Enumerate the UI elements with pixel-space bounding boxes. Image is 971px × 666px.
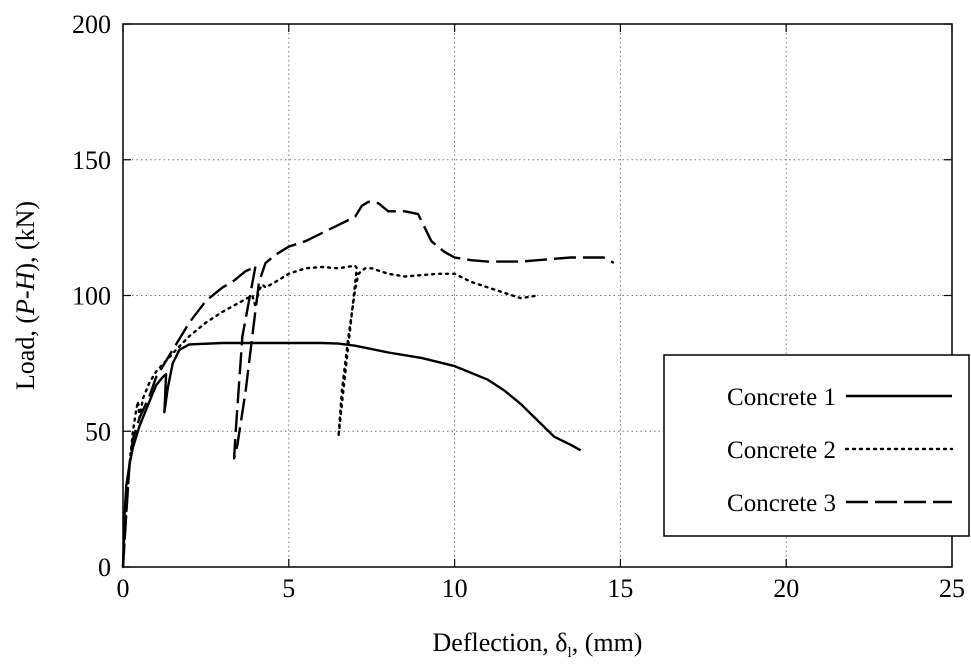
legend: Concrete 1 Concrete 2 Concrete 3 xyxy=(663,354,970,537)
legend-box xyxy=(663,354,970,537)
x-axis-title: Deflection, δl, (mm) xyxy=(433,628,643,661)
x-tick-label: 5 xyxy=(282,574,295,603)
y-tick-label: 100 xyxy=(72,282,111,311)
series-line-concrete-3 xyxy=(121,200,615,568)
x-tick-label: 20 xyxy=(773,574,799,603)
x-tick-label: 15 xyxy=(607,574,633,603)
axis-ticks: 0 5 10 15 20 25 0 50 100 150 200 xyxy=(72,10,965,603)
y-tick-label: 0 xyxy=(98,553,111,582)
x-tick-label: 0 xyxy=(117,574,130,603)
grid xyxy=(123,24,952,567)
y-tick-label: 150 xyxy=(72,146,111,175)
series-line-concrete-2 xyxy=(121,264,539,569)
y-axis-title: Load, (P-H), (kN) xyxy=(11,201,40,390)
legend-items: Concrete 1 Concrete 2 Concrete 3 xyxy=(727,384,954,517)
legend-label-concrete-2: Concrete 2 xyxy=(727,437,836,464)
y-tick-label: 50 xyxy=(85,417,111,446)
legend-label-concrete-3: Concrete 3 xyxy=(727,490,836,517)
series-line-concrete-1 xyxy=(121,341,582,568)
y-tick-label: 200 xyxy=(72,10,111,39)
x-tick-label: 25 xyxy=(939,574,965,603)
x-tick-label: 10 xyxy=(442,574,468,603)
series-lines xyxy=(121,200,615,569)
legend-label-concrete-1: Concrete 1 xyxy=(727,384,836,411)
